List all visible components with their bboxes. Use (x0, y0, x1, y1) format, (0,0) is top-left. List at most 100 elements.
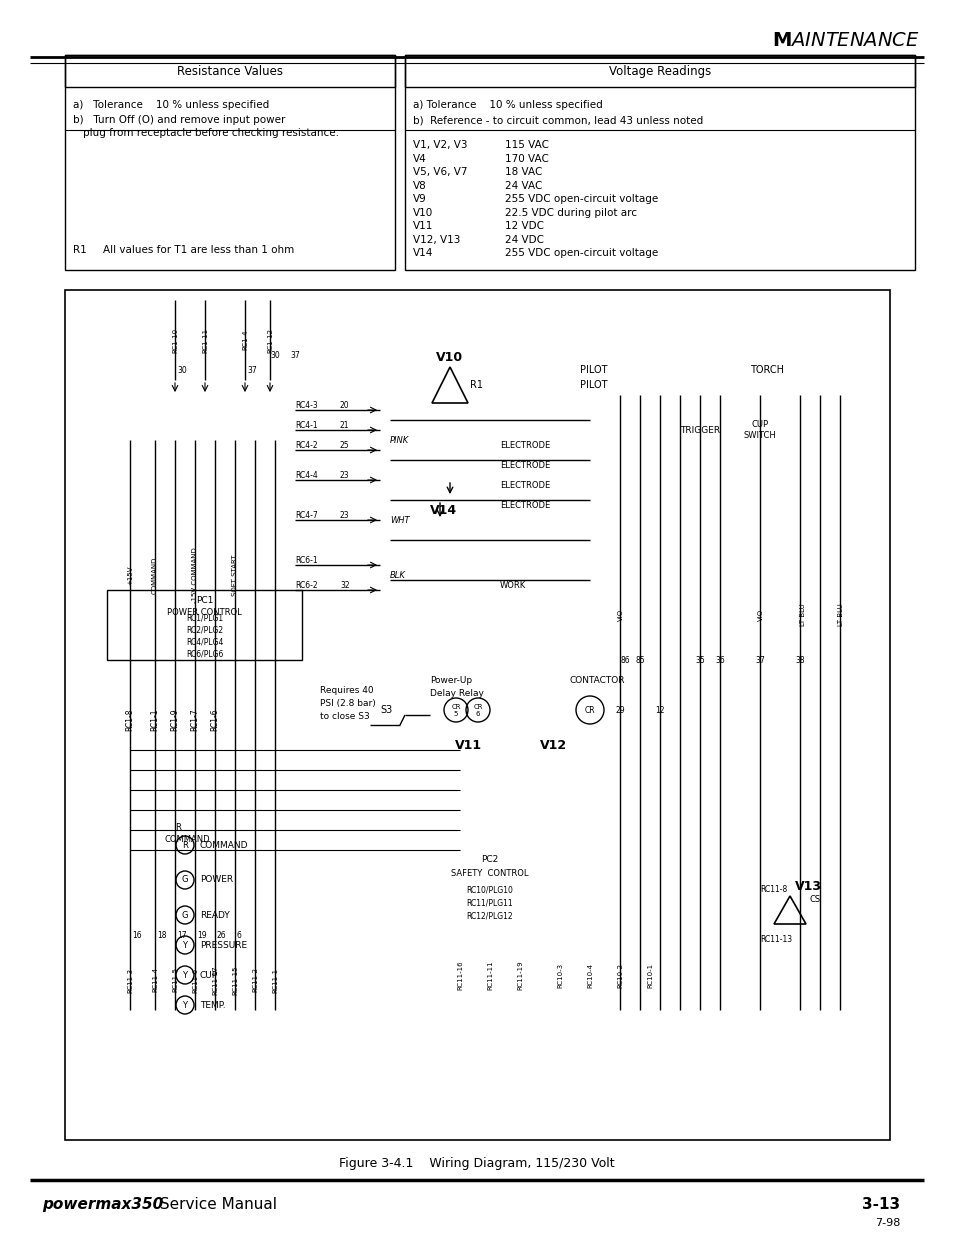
Text: RC1-6: RC1-6 (211, 709, 219, 731)
Text: V10: V10 (413, 207, 433, 217)
Text: RC11-5: RC11-5 (172, 967, 178, 993)
Text: RC12/PLG12: RC12/PLG12 (466, 911, 513, 920)
Text: a) Tolerance    10 % unless specified: a) Tolerance 10 % unless specified (413, 100, 602, 110)
Text: 17: 17 (177, 930, 187, 940)
Text: RC1-9: RC1-9 (171, 709, 179, 731)
Text: V14: V14 (413, 248, 433, 258)
Text: S3: S3 (379, 705, 392, 715)
Text: R: R (174, 824, 181, 832)
Text: Voltage Readings: Voltage Readings (608, 64, 710, 78)
Text: 29: 29 (615, 705, 624, 715)
Text: RC11-13: RC11-13 (760, 935, 791, 945)
Text: RC10-4: RC10-4 (586, 962, 593, 988)
Text: R: R (182, 841, 188, 850)
Text: RC4-7: RC4-7 (294, 510, 317, 520)
Text: 37: 37 (290, 351, 299, 359)
Text: 21: 21 (339, 420, 349, 430)
Text: PINK: PINK (390, 436, 409, 445)
Text: RC1-11: RC1-11 (202, 327, 208, 352)
Text: RC1/PLG1: RC1/PLG1 (186, 614, 223, 622)
Text: COMMAND: COMMAND (200, 841, 248, 850)
Bar (65, 290, 889, 1140)
Text: 16: 16 (132, 930, 141, 940)
Text: VIO: VIO (618, 609, 623, 621)
Text: +15V: +15V (127, 566, 132, 584)
Text: RC4-2: RC4-2 (294, 441, 317, 450)
Text: b)  Reference - to circuit common, lead 43 unless noted: b) Reference - to circuit common, lead 4… (413, 115, 702, 125)
Text: RC1-12: RC1-12 (267, 327, 273, 352)
Text: 38: 38 (795, 656, 804, 664)
Text: to close S3: to close S3 (319, 711, 370, 720)
Bar (65, 56, 395, 270)
Text: 20: 20 (339, 400, 349, 410)
Text: RC11-19: RC11-19 (517, 960, 522, 989)
Text: RC6/PLG6: RC6/PLG6 (186, 650, 223, 658)
Text: CR
5: CR 5 (451, 704, 460, 716)
Text: 24 VAC: 24 VAC (504, 180, 542, 190)
Text: WORK: WORK (499, 580, 526, 589)
Text: RC11-3: RC11-3 (127, 967, 132, 993)
Text: RC1-7: RC1-7 (191, 709, 199, 731)
Text: V14: V14 (430, 504, 456, 516)
Text: V12, V13: V12, V13 (413, 235, 460, 245)
Text: CR
6: CR 6 (473, 704, 482, 716)
Text: V5, V6, V7: V5, V6, V7 (413, 167, 467, 177)
Text: 18 VAC: 18 VAC (504, 167, 542, 177)
Text: CR: CR (584, 705, 595, 715)
Text: CS: CS (809, 895, 821, 904)
Text: 12 VDC: 12 VDC (504, 221, 543, 231)
Text: Requires 40: Requires 40 (319, 685, 374, 694)
Text: COMMAND: COMMAND (165, 836, 211, 845)
Text: RC11/PLG11: RC11/PLG11 (466, 899, 513, 908)
Text: 255 VDC open-circuit voltage: 255 VDC open-circuit voltage (504, 194, 658, 204)
Text: PC2: PC2 (481, 856, 498, 864)
Text: 35: 35 (695, 656, 704, 664)
Text: R1     All values for T1 are less than 1 ohm: R1 All values for T1 are less than 1 ohm (73, 245, 294, 254)
Text: G: G (182, 876, 188, 884)
Text: TEMP.: TEMP. (200, 1000, 226, 1009)
Text: ELECTRODE: ELECTRODE (499, 461, 550, 469)
Text: 12: 12 (655, 705, 664, 715)
Bar (107, 590, 302, 659)
Text: 23: 23 (339, 471, 349, 479)
Text: RC11-8: RC11-8 (760, 885, 786, 894)
Text: -15V COMMAND: -15V COMMAND (192, 547, 198, 603)
Text: 22.5 VDC during pilot arc: 22.5 VDC during pilot arc (504, 207, 637, 217)
Text: WHT: WHT (390, 515, 409, 525)
Text: 36: 36 (715, 656, 724, 664)
Text: RC11-1: RC11-1 (272, 967, 277, 993)
Text: RC1-4: RC1-4 (242, 330, 248, 351)
Text: 255 VDC open-circuit voltage: 255 VDC open-circuit voltage (504, 248, 658, 258)
Text: G: G (182, 910, 188, 920)
Text: POWER CONTROL: POWER CONTROL (167, 608, 242, 616)
Text: CUP: CUP (200, 971, 218, 979)
Text: PRESSURE: PRESSURE (200, 941, 247, 950)
Text: 86: 86 (619, 656, 629, 664)
Text: RC1-1: RC1-1 (151, 709, 159, 731)
Text: Y: Y (182, 1000, 188, 1009)
Text: RC2/PLG2: RC2/PLG2 (186, 625, 223, 635)
Text: 85: 85 (635, 656, 644, 664)
Text: 115 VAC: 115 VAC (504, 140, 548, 149)
Text: RC4-4: RC4-4 (294, 471, 317, 479)
Bar (405, 56, 914, 86)
Text: 19: 19 (196, 930, 207, 940)
Text: VIO: VIO (758, 609, 763, 621)
Text: 30: 30 (177, 366, 187, 374)
Text: RC6-2: RC6-2 (294, 580, 317, 589)
Text: 37: 37 (755, 656, 764, 664)
Text: Y: Y (182, 941, 188, 950)
Text: TORCH: TORCH (749, 366, 783, 375)
Text: V4: V4 (413, 153, 426, 163)
Text: PILOT: PILOT (579, 366, 607, 375)
Text: V12: V12 (539, 739, 566, 752)
Text: RC11-15: RC11-15 (232, 966, 237, 994)
Text: V11: V11 (413, 221, 433, 231)
Text: 30: 30 (270, 351, 279, 359)
Text: RC11-6: RC11-6 (192, 967, 198, 993)
Text: Resistance Values: Resistance Values (177, 64, 283, 78)
Text: $\mathbf{M}$AINTENANCE: $\mathbf{M}$AINTENANCE (772, 31, 919, 49)
Text: 26: 26 (216, 930, 227, 940)
Text: V11: V11 (455, 739, 481, 752)
Text: RC11-11: RC11-11 (486, 960, 493, 989)
